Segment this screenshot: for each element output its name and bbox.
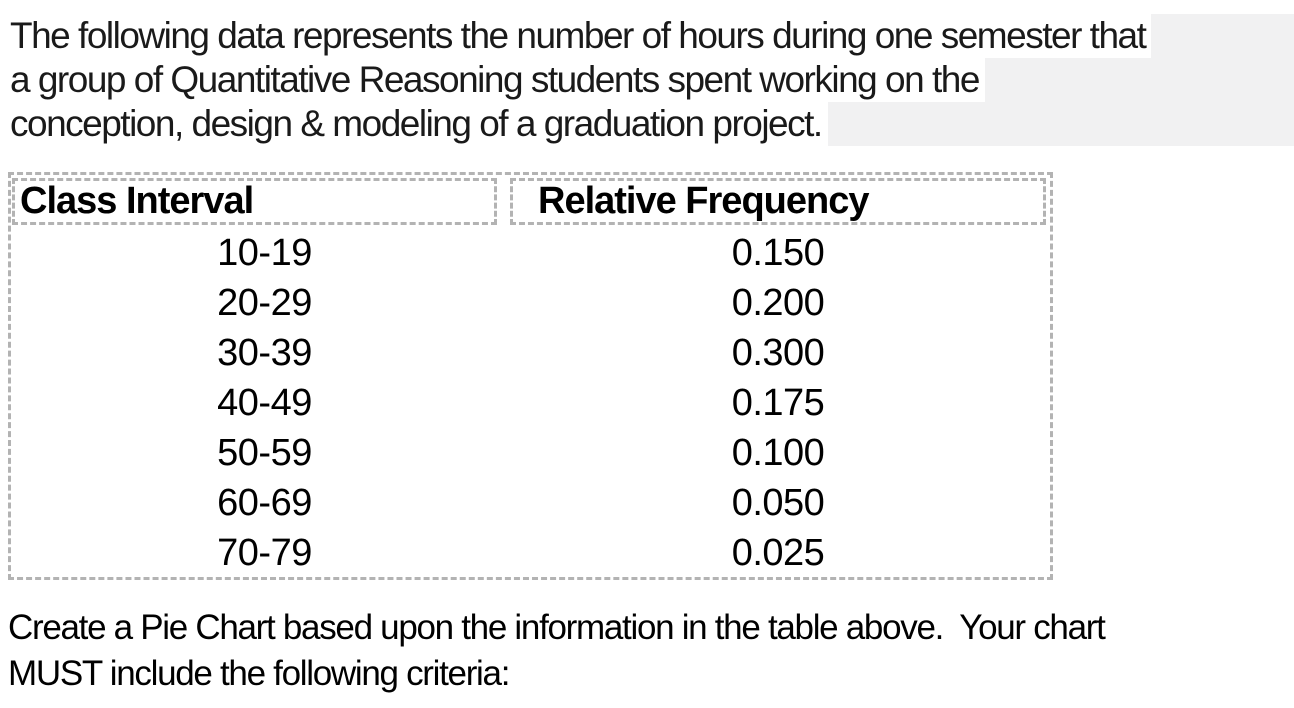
table-row: 30-39 0.300 [12, 328, 1050, 378]
class-interval-value: 10-19 [217, 232, 312, 274]
table-row: 20-29 0.200 [12, 278, 1050, 328]
intro-paragraph: The following data represents the number… [10, 14, 1294, 146]
instruction-line: Create a Pie Chart based upon the inform… [8, 608, 1106, 647]
intro-line: a group of Quantitative Reasoning studen… [10, 58, 1294, 102]
intro-line: conception, design & modeling of a gradu… [10, 102, 1294, 146]
relative-frequency-table: Class Interval Relative Frequency 10-19 … [8, 172, 1053, 580]
table-body: 10-19 0.150 20-29 0.200 30-39 0.300 40-4… [11, 228, 1050, 578]
class-interval-value: 50-59 [217, 432, 312, 474]
relative-frequency-value: 0.200 [731, 282, 825, 324]
column-header-relative-frequency: Relative Frequency [510, 178, 1046, 225]
relative-frequency-value: 0.175 [731, 382, 825, 424]
intro-line-text: conception, design & modeling of a gradu… [10, 102, 828, 146]
class-interval-value: 30-39 [217, 332, 312, 374]
intro-line-text: The following data represents the number… [10, 14, 1152, 58]
class-interval-value: 40-49 [217, 382, 312, 424]
class-interval-value: 20-29 [217, 282, 312, 324]
relative-frequency-value: 0.300 [731, 332, 825, 374]
relative-frequency-value: 0.150 [731, 232, 825, 274]
intro-line: The following data represents the number… [10, 14, 1294, 58]
relative-frequency-value: 0.100 [731, 432, 825, 474]
relative-frequency-value: 0.025 [731, 532, 825, 574]
intro-line-text: a group of Quantitative Reasoning studen… [10, 58, 985, 102]
class-interval-value: 70-79 [217, 532, 312, 574]
table-row: 10-19 0.150 [12, 228, 1050, 278]
table-row: 50-59 0.100 [12, 428, 1050, 478]
table-row: 70-79 0.025 [12, 528, 1050, 578]
table-row: 60-69 0.050 [12, 478, 1050, 528]
table-header-row: Class Interval Relative Frequency [12, 178, 1048, 225]
table-row: 40-49 0.175 [12, 378, 1050, 428]
column-header-class-interval: Class Interval [12, 178, 497, 225]
instruction-paragraph: Create a Pie Chart based upon the inform… [8, 605, 1290, 697]
class-interval-value: 60-69 [217, 482, 312, 524]
instruction-line: MUST include the following criteria: [8, 654, 510, 693]
relative-frequency-value: 0.050 [731, 482, 825, 524]
